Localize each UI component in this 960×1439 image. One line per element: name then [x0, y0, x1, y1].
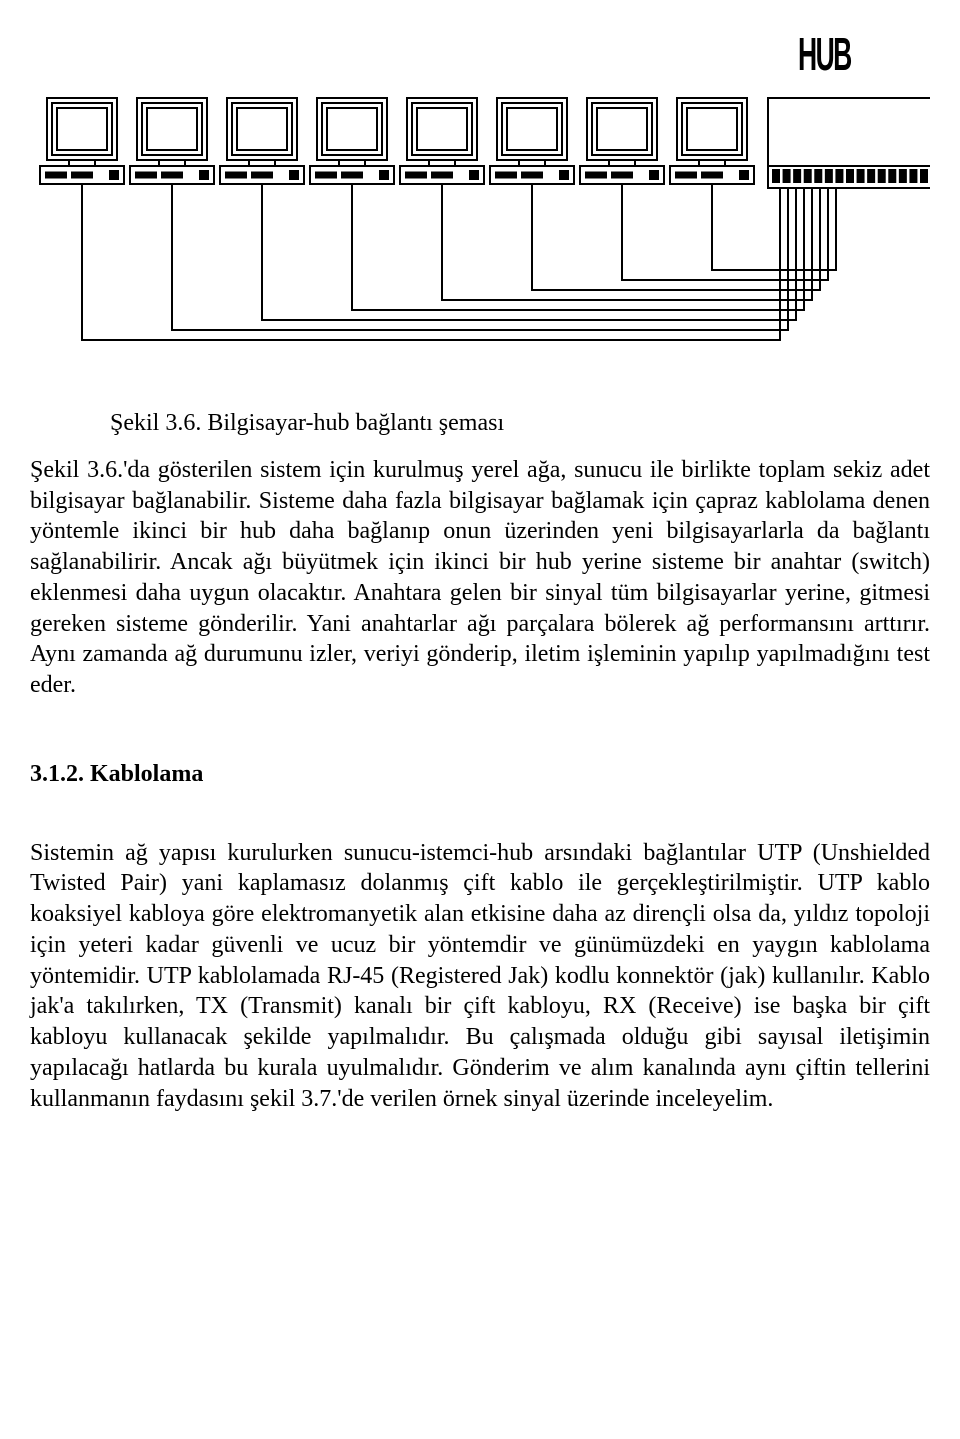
section-heading: 3.1.2. Kablolama — [30, 761, 930, 788]
document-page: HUB Şekil 3.6. Bilgisayar-hub bağlantı ş… — [0, 0, 960, 1154]
figure-caption: Şekil 3.6. Bilgisayar-hub bağlantı şemas… — [110, 410, 930, 437]
paragraph-2: Sistemin ağ yapısı kurulurken sunucu-ist… — [30, 838, 930, 1114]
network-diagram: HUB — [30, 20, 930, 400]
svg-text:HUB: HUB — [798, 28, 852, 79]
paragraph-1: Şekil 3.6.'da gösterilen sistem için kur… — [30, 455, 930, 701]
